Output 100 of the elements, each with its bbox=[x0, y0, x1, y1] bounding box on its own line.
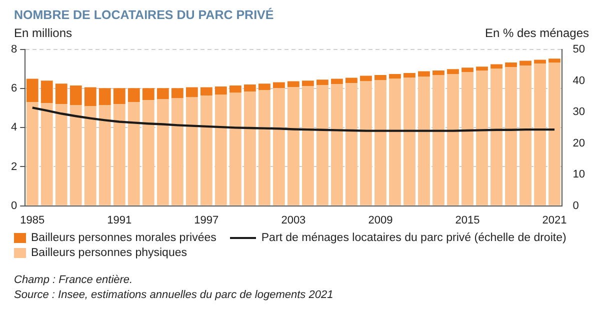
bar bbox=[244, 84, 256, 92]
bar bbox=[142, 88, 154, 100]
legend-label: Bailleurs personnes morales privées bbox=[31, 232, 216, 244]
bar bbox=[214, 94, 227, 206]
bar bbox=[171, 98, 184, 206]
bar bbox=[447, 74, 459, 206]
bar bbox=[462, 72, 474, 206]
bar bbox=[113, 88, 126, 104]
bar bbox=[272, 88, 285, 206]
bar bbox=[534, 64, 546, 206]
bar bbox=[40, 80, 53, 104]
bar bbox=[346, 83, 358, 206]
x-tick-label: 1997 bbox=[194, 214, 219, 226]
bar bbox=[272, 82, 285, 88]
bar bbox=[302, 80, 314, 86]
y-tick-label: 8 bbox=[10, 44, 18, 56]
bar bbox=[520, 60, 532, 66]
bar bbox=[186, 97, 198, 206]
bar bbox=[113, 104, 126, 206]
bar bbox=[156, 88, 169, 100]
bar bbox=[432, 74, 444, 206]
y-axis-title: En millions bbox=[14, 26, 72, 40]
bar bbox=[389, 74, 401, 78]
x-tick-label: 2015 bbox=[455, 214, 480, 226]
bar bbox=[258, 90, 270, 206]
y-tick-label: 4 bbox=[10, 122, 18, 134]
bar bbox=[26, 78, 38, 102]
bar bbox=[200, 96, 212, 206]
bar bbox=[418, 76, 430, 206]
bar bbox=[186, 87, 198, 98]
chart-title: NOMBRE DE LOCATAIRES DU PARC PRIVÉ bbox=[14, 8, 275, 22]
y2-tick-label: 20 bbox=[572, 137, 586, 150]
bar bbox=[55, 84, 68, 104]
x-tick-label: 2009 bbox=[368, 214, 393, 226]
bar bbox=[520, 66, 532, 206]
bar bbox=[476, 66, 488, 70]
bar bbox=[244, 92, 256, 206]
bar bbox=[404, 73, 416, 78]
bar bbox=[404, 78, 416, 206]
bar bbox=[214, 86, 227, 95]
bar bbox=[258, 84, 270, 90]
bar bbox=[316, 80, 328, 86]
bar bbox=[476, 70, 488, 206]
bar bbox=[447, 69, 459, 74]
y-tick-label: 6 bbox=[10, 82, 18, 95]
y2-tick-label: 0 bbox=[572, 200, 579, 212]
bar bbox=[84, 106, 96, 206]
bar bbox=[505, 62, 517, 68]
bar bbox=[98, 105, 111, 206]
bar bbox=[548, 58, 560, 62]
bar bbox=[374, 74, 386, 80]
bar bbox=[200, 87, 212, 96]
bar bbox=[128, 88, 140, 102]
bar bbox=[84, 87, 96, 106]
y2-tick-label: 10 bbox=[572, 168, 586, 181]
bar bbox=[331, 78, 343, 84]
bar bbox=[360, 81, 372, 206]
y2-tick-label: 40 bbox=[572, 74, 586, 87]
bar bbox=[389, 78, 401, 206]
bar bbox=[171, 88, 184, 98]
bar bbox=[40, 103, 53, 206]
bar bbox=[505, 67, 517, 206]
bar bbox=[534, 60, 546, 64]
bar bbox=[142, 100, 154, 206]
bar bbox=[418, 71, 430, 77]
text: Champ : France entière. bbox=[14, 273, 134, 288]
bar bbox=[26, 102, 38, 206]
y-tick-label: 2 bbox=[10, 160, 18, 173]
bar bbox=[302, 86, 314, 206]
y2-tick-label: 50 bbox=[572, 44, 586, 56]
bar bbox=[287, 87, 300, 206]
bar bbox=[55, 104, 68, 206]
source-note: Source : Insee, estimations annuelles du parc de logements 2021 bbox=[14, 288, 334, 303]
y-tick-label: 0 bbox=[10, 200, 18, 212]
bar bbox=[229, 86, 242, 93]
bar bbox=[316, 85, 328, 206]
bar bbox=[360, 76, 372, 82]
x-tick-label: 2021 bbox=[542, 214, 567, 226]
x-tick-label: 1985 bbox=[20, 214, 45, 226]
bar bbox=[331, 84, 343, 206]
bar bbox=[462, 68, 474, 72]
bar bbox=[70, 105, 82, 206]
legend-label: Part de ménages locataires du parc privé (échelle de droite) bbox=[261, 232, 566, 244]
bar bbox=[70, 86, 82, 106]
y2-axis-title: En % des ménages bbox=[484, 26, 589, 40]
bar bbox=[346, 78, 358, 84]
bar bbox=[128, 102, 140, 206]
bar bbox=[229, 92, 242, 206]
bar bbox=[490, 64, 502, 69]
bar bbox=[156, 99, 169, 206]
x-tick-label: 2003 bbox=[281, 214, 306, 226]
bar bbox=[490, 68, 502, 206]
bar bbox=[548, 62, 560, 206]
x-tick-label: 1991 bbox=[107, 214, 132, 226]
bar bbox=[374, 80, 386, 206]
bar bbox=[98, 88, 111, 106]
y2-tick-label: 30 bbox=[572, 106, 586, 118]
bar bbox=[432, 70, 444, 75]
bar bbox=[287, 81, 300, 88]
legend-label: Bailleurs personnes physiques bbox=[31, 247, 187, 259]
